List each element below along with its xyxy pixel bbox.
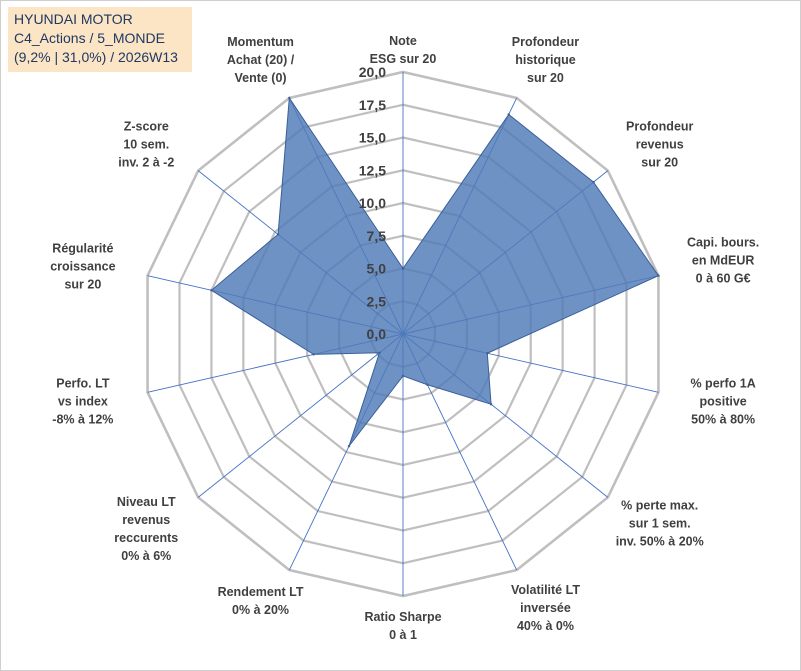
axis-label-12: Z-score 10 sem. inv. 2 à -2 [118, 119, 174, 169]
axis-label-9: Niveau LT revenus reccurents 0% à 6% [114, 495, 178, 563]
axis-label-1-line-2: sur 20 [527, 71, 564, 85]
axis-label-3-line-0: Capi. bours. [687, 235, 759, 249]
axis-label-4-line-0: % perfo 1A [690, 377, 755, 391]
axis-label-4: % perfo 1A positive 50% à 80% [690, 377, 755, 427]
axis-label-10: Perfo. LT vs index -8% à 12% [52, 377, 113, 427]
axis-label-5-line-0: % perte max. [621, 499, 698, 513]
axis-label-3: Capi. bours. en MdEUR 0 à 60 G€ [687, 235, 759, 285]
radar-axis-labels: Note ESG sur 20 Profondeur historique sur 20… [50, 34, 759, 642]
axis-label-6-line-2: 40% à 0% [517, 619, 574, 633]
axis-label-6-line-1: inversée [520, 601, 571, 615]
axis-label-12-line-1: 10 sem. [123, 137, 169, 151]
axis-label-8-line-0: Rendement LT [218, 585, 304, 599]
chart-title-line-3: (9,2% | 31,0%) / 2026W13 [14, 49, 178, 65]
axis-label-11-line-2: sur 20 [64, 277, 101, 291]
axis-label-0-line-1: ESG sur 20 [370, 52, 437, 66]
axis-label-7-line-0: Ratio Sharpe [364, 610, 441, 624]
axis-label-11-line-0: Régularité [52, 241, 113, 255]
axis-label-10-line-0: Perfo. LT [56, 377, 110, 391]
axis-label-4-line-2: 50% à 80% [691, 413, 755, 427]
axis-label-2-line-0: Profondeur [626, 119, 693, 133]
data-point-13 [288, 96, 291, 100]
axis-label-6-line-0: Volatilité LT [511, 583, 580, 597]
axis-label-7-line-1: 0 à 1 [389, 628, 417, 642]
axis-label-9-line-2: reccurents [114, 531, 178, 545]
tick-label-5: 12,5 [359, 162, 386, 178]
data-point-1 [507, 113, 510, 116]
axis-label-13-line-0: Momentum [227, 35, 294, 49]
axis-label-2: Profondeur revenus sur 20 [626, 119, 693, 169]
axis-label-10-line-2: -8% à 12% [52, 413, 113, 427]
axis-label-2-line-1: revenus [636, 137, 684, 151]
axis-label-1-line-1: historique [515, 53, 575, 67]
tick-label-2: 5,0 [367, 261, 387, 277]
axis-label-0: Note ESG sur 20 [370, 34, 437, 66]
axis-label-8: Rendement LT 0% à 20% [218, 585, 304, 617]
axis-label-13-line-1: Achat (20) / [227, 53, 295, 67]
axis-label-5-line-2: inv. 50% à 20% [616, 535, 704, 549]
data-point-4 [486, 352, 489, 355]
tick-label-1: 2,5 [367, 293, 387, 309]
data-point-7 [401, 374, 405, 378]
axis-label-2-line-2: sur 20 [641, 155, 678, 169]
tick-label-4: 10,0 [359, 195, 386, 211]
axis-label-10-line-1: vs index [58, 395, 108, 409]
chart-title-box: HYUNDAI MOTOR C4_Actions / 5_MONDE (9,2%… [8, 7, 192, 72]
radar-series [210, 96, 660, 448]
axis-label-1-line-0: Profondeur [512, 35, 579, 49]
axis-label-9-line-3: 0% à 6% [121, 549, 171, 563]
tick-label-0: 0,0 [367, 326, 387, 342]
spoke-9 [197, 333, 404, 498]
axis-label-5-line-1: sur 1 sem. [629, 517, 691, 531]
data-point-9 [378, 351, 381, 354]
axis-label-11-line-1: croissance [50, 259, 115, 273]
data-point-3 [657, 274, 660, 277]
data-point-6 [426, 383, 429, 386]
tick-label-6: 15,0 [359, 130, 386, 146]
tick-label-3: 7,5 [367, 228, 387, 244]
data-point-2 [592, 180, 595, 184]
axis-label-4-line-1: positive [700, 395, 747, 409]
tick-label-8: 20,0 [359, 64, 386, 80]
axis-label-1: Profondeur historique sur 20 [512, 35, 579, 85]
axis-label-13-line-2: Vente (0) [234, 71, 286, 85]
radar-tick-labels: 0,0 2,5 5,0 7,5 10,0 12,5 15,0 17,5 20,0 [359, 64, 386, 342]
series-area [210, 96, 660, 447]
axis-label-8-line-1: 0% à 20% [232, 603, 289, 617]
axis-label-12-line-0: Z-score [124, 119, 169, 133]
axis-label-12-line-2: inv. 2 à -2 [118, 155, 174, 169]
data-point-8 [347, 444, 351, 448]
data-point-12 [276, 233, 280, 236]
axis-label-5: % perte max. sur 1 sem. inv. 50% à 20% [616, 499, 704, 549]
axis-label-6: Volatilité LT inversée 40% à 0% [511, 583, 580, 633]
data-point-5 [489, 403, 493, 406]
axis-label-7: Ratio Sharpe 0 à 1 [364, 610, 441, 642]
axis-label-11: Régularité croissance sur 20 [50, 241, 115, 291]
data-point-11 [210, 289, 213, 292]
data-point-0 [401, 267, 405, 270]
axis-label-9-line-1: revenus [122, 513, 170, 527]
tick-label-7: 17,5 [359, 97, 386, 113]
axis-label-9-line-0: Niveau LT [117, 495, 176, 509]
axis-label-3-line-1: en MdEUR [692, 253, 755, 267]
chart-title-line-1: HYUNDAI MOTOR [14, 11, 133, 27]
axis-label-13: Momentum Achat (20) / Vente (0) [227, 35, 295, 85]
chart-title-line-2: C4_Actions / 5_MONDE [14, 30, 165, 46]
axis-label-3-line-2: 0 à 60 G€ [696, 271, 751, 285]
axis-label-0-line-0: Note [389, 34, 417, 48]
data-point-10 [312, 353, 315, 356]
